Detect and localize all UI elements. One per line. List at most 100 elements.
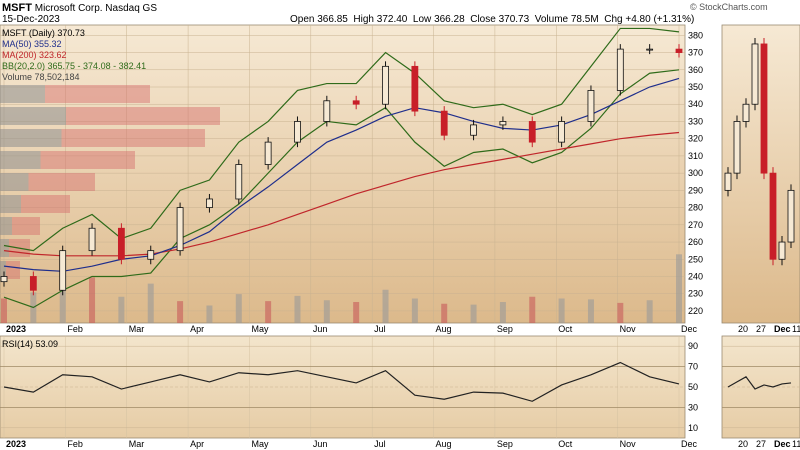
legend-ma50: MA(50) 355.32: [2, 39, 62, 49]
candle-body: [147, 250, 155, 260]
open-value: 366.85: [317, 14, 348, 25]
x-tick-label: 2023: [6, 324, 26, 334]
vbp-bar-red: [40, 151, 135, 169]
candle-body: [0, 276, 8, 283]
x-tick-label: Nov: [620, 324, 637, 334]
weekly-candle-body: [751, 43, 759, 105]
volume-bar: [499, 302, 506, 323]
volume-bar: [1, 298, 7, 323]
y-tick-label: 280: [688, 203, 703, 213]
volume-bar: [353, 302, 360, 323]
volume-bar: [147, 283, 154, 323]
volume-bar: [177, 301, 184, 323]
ma200-line: [3, 131, 680, 257]
vbp-bar-red: [66, 107, 220, 125]
y-tick-label: 310: [688, 151, 703, 161]
rsi-tick-label: 90: [688, 341, 698, 351]
vbp-bar-red: [21, 195, 70, 213]
volume-bar: [558, 298, 565, 323]
x-tick-label: Jul: [374, 439, 386, 449]
candle-body: [294, 121, 301, 143]
vbp-bar-grey: [0, 217, 12, 235]
y-tick-label: 330: [688, 116, 703, 126]
rsi-tick-label: 50: [688, 382, 698, 392]
candle-body: [587, 90, 595, 122]
vbp-bar-grey: [0, 173, 29, 191]
x-tick-label: Apr: [190, 439, 204, 449]
x-tick-label: Apr: [190, 324, 204, 334]
change-value: +4.80 (+1.31%): [625, 14, 695, 25]
x-tick-label: Nov: [620, 439, 637, 449]
weekly-x-label: Dec: [774, 439, 791, 449]
weekly-candle-body: [778, 241, 786, 260]
volume-value: 78.5M: [570, 14, 599, 25]
volume-bar: [89, 277, 96, 323]
legend-volume: Volume 78,502,184: [2, 72, 80, 82]
x-tick-label: Feb: [67, 439, 83, 449]
weekly-candles: [724, 37, 795, 266]
company-name: Microsoft Corp. Nasdaq GS: [34, 3, 157, 14]
weekly-candle-body: [787, 189, 795, 243]
vbp-bar-grey: [0, 239, 9, 257]
candle-body: [29, 276, 37, 291]
volume-bar: [118, 296, 125, 323]
weekly-x-label: 11: [792, 324, 800, 334]
indicator-lines: [3, 27, 680, 309]
x-tick-label: Feb: [67, 324, 83, 334]
vbp-bar-red: [6, 261, 20, 279]
vbp-bar-grey: [0, 151, 41, 169]
main-panel-bg: [0, 24, 686, 324]
y-tick-label: 290: [688, 185, 703, 195]
weekly-x-label: 20: [738, 324, 748, 334]
candle-body: [352, 100, 360, 105]
volume-bar: [59, 288, 66, 323]
candle-body: [499, 121, 507, 126]
weekly-candle-body: [760, 43, 768, 174]
date-label: 15-Dec-2023: [2, 14, 60, 25]
x-tick-label: Mar: [129, 439, 145, 449]
y-tick-label: 220: [688, 306, 703, 316]
x-tick-label: Jun: [313, 324, 328, 334]
ohlc-readout: Open 366.85 High 372.40 Low 366.28 Close…: [290, 14, 695, 25]
volume-bar: [470, 304, 477, 323]
y-tick-label: 380: [688, 30, 703, 40]
x-tick-label: Jul: [374, 324, 386, 334]
weekly-candle-body: [724, 172, 732, 191]
rsi-tick-label: 10: [688, 423, 698, 433]
candle-body: [264, 141, 272, 165]
weekly-x-label: Dec: [774, 324, 791, 334]
grid-lines: [0, 25, 685, 438]
candle-body: [323, 100, 331, 122]
volume-bar: [382, 289, 389, 323]
y-tick-label: 320: [688, 134, 703, 144]
volume-bar: [411, 298, 418, 323]
y-tick-label: 250: [688, 254, 703, 264]
watermark: © StockCharts.com: [690, 2, 768, 12]
legend-price: MSFT (Daily) 370.73: [2, 28, 85, 38]
legend-bb: BB(20,2.0) 365.75 - 374.08 - 382.41: [2, 61, 147, 71]
volume-bar: [441, 303, 448, 323]
volume-bar: [265, 301, 272, 323]
rsi-tick-label: 30: [688, 402, 698, 412]
volume-bar: [676, 254, 682, 323]
candle-body: [440, 110, 448, 136]
candle-body: [176, 207, 184, 252]
candle-body: [88, 227, 96, 252]
volume-bar: [646, 300, 653, 323]
x-tick-label: Oct: [558, 439, 573, 449]
weekly-x-label: 27: [756, 324, 766, 334]
legend-rsi: RSI(14) 53.09: [2, 339, 59, 349]
y-tick-label: 300: [688, 168, 703, 178]
x-tick-label: Sep: [497, 324, 513, 334]
weekly-x-label: 20: [738, 439, 748, 449]
rsi-tick-label: 70: [688, 362, 698, 372]
y-tick-label: 370: [688, 48, 703, 58]
candle-body: [206, 198, 213, 208]
x-tick-label: Aug: [436, 324, 452, 334]
low-value: 366.28: [434, 14, 465, 25]
x-tick-label: 2023: [6, 439, 26, 449]
candle-body: [235, 164, 243, 200]
x-tick-label: Aug: [436, 439, 452, 449]
candle-body: [528, 121, 536, 143]
vbp-bar-red: [45, 85, 150, 103]
